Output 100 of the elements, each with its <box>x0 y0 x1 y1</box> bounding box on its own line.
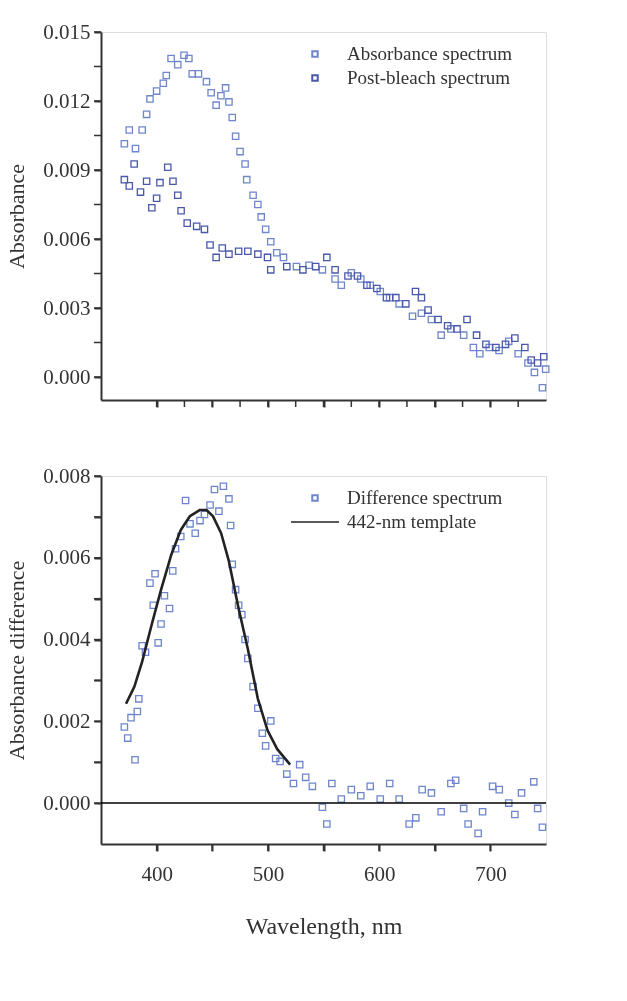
point <box>331 275 339 283</box>
point <box>363 281 371 290</box>
y-tick-label: 0.004 <box>43 627 91 652</box>
point <box>411 287 420 296</box>
point <box>453 325 461 333</box>
point <box>447 325 455 333</box>
y-tick-label: 0.008 <box>43 463 91 488</box>
point <box>373 284 381 293</box>
point <box>257 213 266 221</box>
point <box>241 160 249 168</box>
point <box>261 225 270 234</box>
point <box>177 206 185 215</box>
legend-label: Difference spectrum <box>347 487 503 508</box>
point <box>318 266 327 274</box>
point <box>417 293 426 302</box>
point <box>331 266 339 274</box>
point <box>217 91 225 100</box>
point <box>180 51 188 60</box>
point <box>125 126 134 134</box>
point <box>417 309 426 318</box>
point <box>305 261 313 270</box>
point <box>130 160 138 168</box>
point <box>242 175 251 184</box>
legend-label: Absorbance spectrum <box>347 43 513 64</box>
point <box>292 262 301 271</box>
point <box>521 343 529 352</box>
point <box>282 262 291 271</box>
point <box>443 321 452 330</box>
point <box>402 300 410 308</box>
point <box>138 126 146 134</box>
point <box>167 54 175 63</box>
point <box>136 188 145 196</box>
point <box>202 77 211 86</box>
point <box>152 87 161 95</box>
y-tick-label: 0.000 <box>43 364 91 389</box>
y-tick-label: 0.002 <box>43 708 91 733</box>
point <box>344 272 352 280</box>
point <box>231 132 240 140</box>
point <box>366 281 375 290</box>
point <box>125 182 134 190</box>
x-tick-label: 400 <box>141 861 173 886</box>
point <box>148 203 156 212</box>
point <box>266 266 275 274</box>
point <box>254 200 262 209</box>
y-tick-label: 0.009 <box>43 157 91 182</box>
point <box>225 98 233 106</box>
point <box>120 175 129 184</box>
point <box>156 178 164 187</box>
point <box>254 250 262 258</box>
point <box>272 248 281 257</box>
y-tick-label: 0.012 <box>43 88 91 113</box>
point <box>146 95 154 103</box>
point <box>206 241 214 249</box>
y-axis-title: Absorbance <box>4 163 30 270</box>
point <box>236 147 244 156</box>
x-tick-label: 700 <box>475 861 507 886</box>
point <box>437 331 446 339</box>
point <box>463 315 471 324</box>
point <box>173 60 182 69</box>
point <box>183 219 192 227</box>
point <box>434 315 442 324</box>
x-axis-title: Wavelength, nm <box>245 912 403 939</box>
x-tick-label: 500 <box>252 861 285 886</box>
point <box>337 281 346 290</box>
y-tick-label: 0.003 <box>43 295 91 320</box>
point <box>266 237 275 246</box>
point <box>263 253 272 262</box>
point <box>194 70 203 78</box>
point <box>541 365 550 373</box>
point <box>163 163 172 172</box>
point <box>225 250 233 258</box>
legend-label: 442-nm template <box>347 511 477 532</box>
y-tick-label: 0.000 <box>43 790 91 815</box>
point <box>311 262 320 271</box>
y-tick-label: 0.006 <box>43 545 91 570</box>
point <box>212 101 220 109</box>
point <box>530 368 539 377</box>
point <box>279 253 288 262</box>
point <box>234 247 243 255</box>
point <box>173 191 182 200</box>
point <box>299 266 307 274</box>
point <box>249 191 257 200</box>
point <box>347 269 356 277</box>
y-axis-title: Absorbance difference <box>4 560 30 761</box>
point <box>511 334 519 342</box>
point <box>427 315 436 324</box>
point <box>392 293 400 302</box>
point <box>514 349 522 358</box>
point <box>376 287 385 296</box>
legend-label: Post-bleach spectrum <box>347 67 511 88</box>
x-tick-label: 600 <box>363 861 396 886</box>
point <box>212 253 220 262</box>
point <box>539 352 548 361</box>
point <box>424 306 432 314</box>
point <box>120 139 129 148</box>
point <box>533 359 542 367</box>
point <box>159 79 168 88</box>
point <box>142 177 151 186</box>
point <box>459 331 468 339</box>
point <box>188 70 197 78</box>
